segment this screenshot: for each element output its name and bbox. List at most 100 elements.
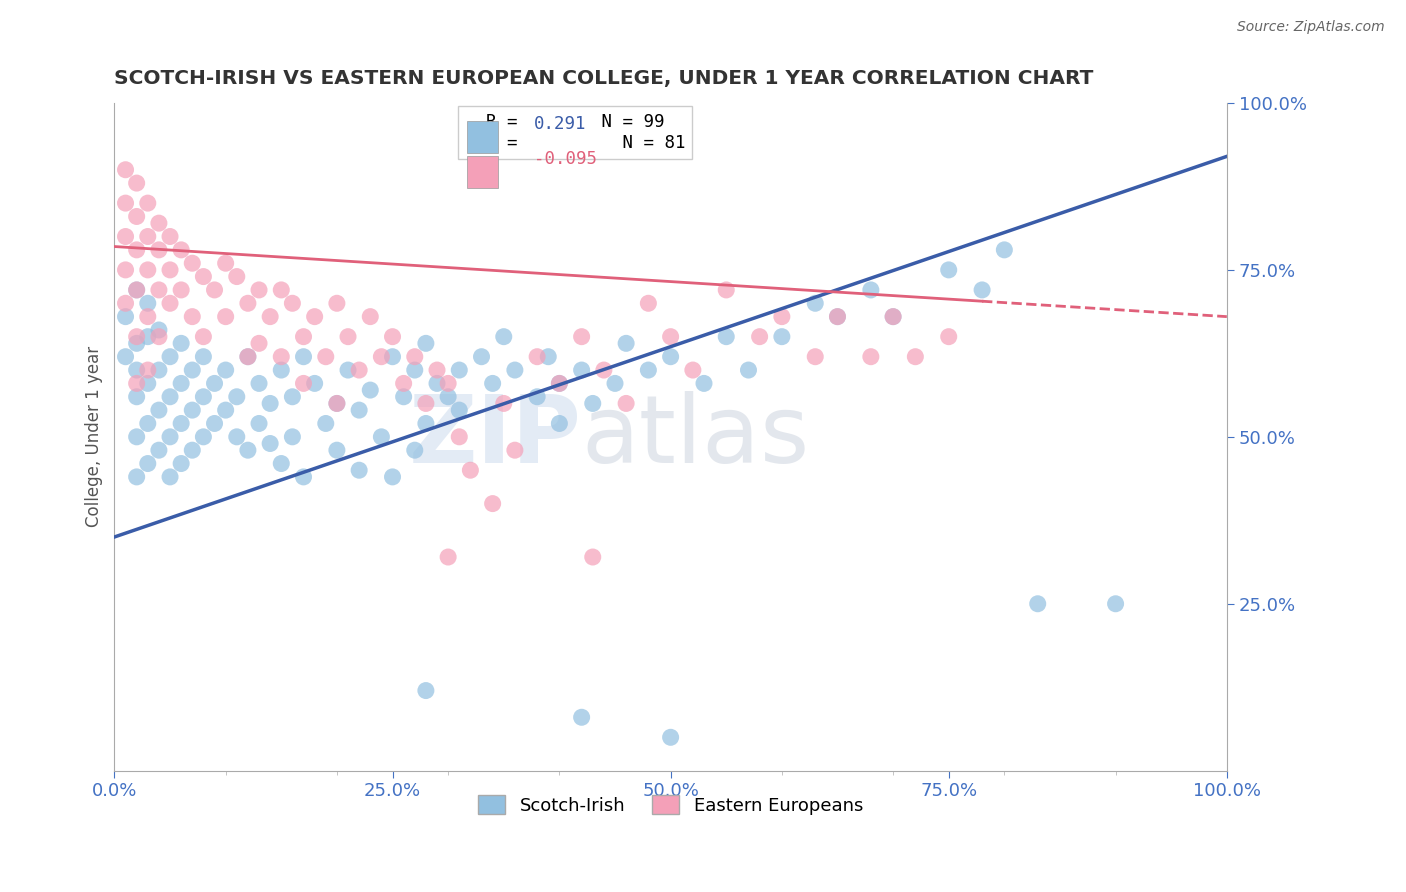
Point bbox=[181, 256, 204, 270]
Point bbox=[326, 296, 349, 310]
Point bbox=[136, 310, 159, 324]
Point bbox=[415, 683, 437, 698]
Point bbox=[170, 457, 193, 471]
Point bbox=[136, 296, 159, 310]
Point bbox=[125, 283, 148, 297]
Point bbox=[571, 363, 593, 377]
Point bbox=[148, 329, 170, 343]
Point bbox=[148, 283, 170, 297]
Point bbox=[904, 350, 927, 364]
Legend: Scotch-Irish, Eastern Europeans: Scotch-Irish, Eastern Europeans bbox=[471, 788, 870, 822]
Point bbox=[392, 376, 415, 391]
Point bbox=[114, 229, 136, 244]
Point bbox=[537, 350, 560, 364]
Point bbox=[181, 363, 204, 377]
Point bbox=[247, 376, 270, 391]
Point bbox=[347, 403, 370, 417]
Point bbox=[136, 376, 159, 391]
Point bbox=[270, 457, 292, 471]
Point bbox=[337, 363, 360, 377]
Point bbox=[114, 296, 136, 310]
Point bbox=[225, 269, 247, 284]
Point bbox=[125, 363, 148, 377]
Point bbox=[281, 390, 304, 404]
Point bbox=[125, 329, 148, 343]
Point bbox=[114, 350, 136, 364]
Point bbox=[548, 376, 571, 391]
Point bbox=[148, 443, 170, 458]
Point bbox=[404, 443, 426, 458]
Point bbox=[637, 363, 659, 377]
Text: -0.095: -0.095 bbox=[534, 150, 596, 168]
Point bbox=[359, 310, 381, 324]
Point bbox=[247, 283, 270, 297]
Point bbox=[181, 403, 204, 417]
Point bbox=[236, 350, 259, 364]
Point bbox=[159, 430, 181, 444]
Point bbox=[136, 263, 159, 277]
Point bbox=[225, 390, 247, 404]
Point bbox=[292, 470, 315, 484]
Point bbox=[125, 176, 148, 190]
Point bbox=[114, 162, 136, 177]
Point bbox=[404, 350, 426, 364]
Point bbox=[136, 417, 159, 431]
Point bbox=[938, 263, 960, 277]
Point bbox=[392, 390, 415, 404]
Point bbox=[716, 283, 738, 297]
Point bbox=[804, 350, 827, 364]
Point bbox=[170, 283, 193, 297]
Point bbox=[214, 310, 236, 324]
Point bbox=[770, 329, 793, 343]
Point bbox=[659, 350, 682, 364]
Point bbox=[582, 549, 605, 564]
Point bbox=[214, 403, 236, 417]
Point bbox=[136, 329, 159, 343]
Text: Source: ZipAtlas.com: Source: ZipAtlas.com bbox=[1237, 20, 1385, 34]
Point bbox=[437, 376, 460, 391]
Point bbox=[426, 376, 449, 391]
Point bbox=[859, 283, 882, 297]
Point bbox=[225, 430, 247, 444]
Point bbox=[125, 243, 148, 257]
Point bbox=[193, 390, 215, 404]
Point bbox=[804, 296, 827, 310]
Point bbox=[359, 383, 381, 397]
Point bbox=[125, 470, 148, 484]
Point bbox=[136, 229, 159, 244]
Point bbox=[659, 329, 682, 343]
Point bbox=[170, 376, 193, 391]
Point bbox=[148, 403, 170, 417]
Point bbox=[827, 310, 849, 324]
Point bbox=[659, 731, 682, 745]
Point bbox=[270, 363, 292, 377]
Point bbox=[437, 390, 460, 404]
Point bbox=[125, 376, 148, 391]
Point bbox=[281, 296, 304, 310]
Point bbox=[882, 310, 904, 324]
Point bbox=[204, 417, 226, 431]
Point bbox=[193, 329, 215, 343]
Point bbox=[381, 470, 404, 484]
Point bbox=[326, 396, 349, 410]
Text: ZIP: ZIP bbox=[409, 391, 582, 483]
Point bbox=[370, 350, 392, 364]
Point bbox=[304, 376, 326, 391]
Point bbox=[114, 196, 136, 211]
Point bbox=[972, 283, 994, 297]
Point bbox=[614, 396, 637, 410]
Point bbox=[404, 363, 426, 377]
Point bbox=[492, 396, 515, 410]
Point bbox=[214, 256, 236, 270]
Point bbox=[481, 376, 503, 391]
Point bbox=[315, 417, 337, 431]
Point bbox=[337, 329, 360, 343]
Point bbox=[148, 216, 170, 230]
Point bbox=[347, 363, 370, 377]
Point bbox=[159, 350, 181, 364]
Point bbox=[548, 376, 571, 391]
Point bbox=[136, 457, 159, 471]
Text: atlas: atlas bbox=[582, 391, 810, 483]
Point bbox=[204, 283, 226, 297]
Point bbox=[426, 363, 449, 377]
